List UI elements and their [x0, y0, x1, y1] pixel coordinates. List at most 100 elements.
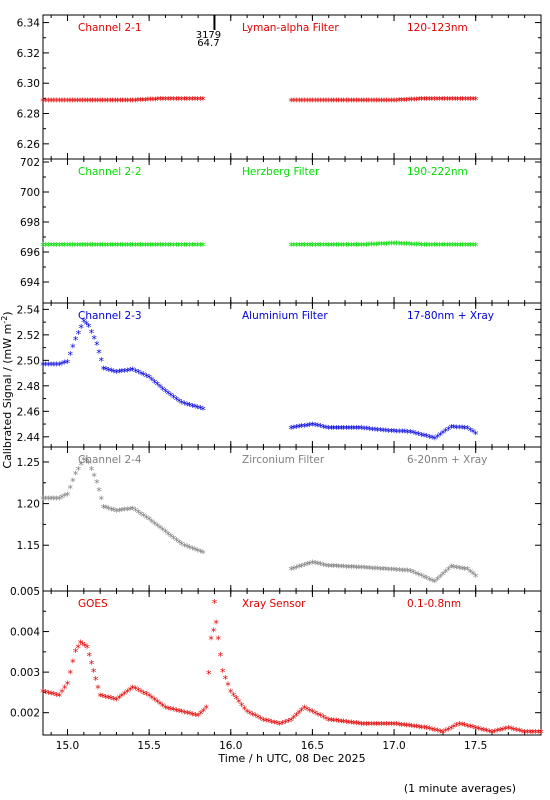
data-point: * — [75, 642, 81, 655]
data-point: * — [84, 456, 90, 469]
panel-5: 0.002 0.003 0.004 0.005 GOES Xray Sensor 0.1-0… — [10, 586, 544, 740]
data-point: * — [299, 705, 305, 718]
data-point: * — [103, 364, 109, 377]
data-point: * — [389, 239, 395, 252]
data-point: * — [339, 95, 345, 108]
data-point: * — [40, 493, 46, 506]
data-point: * — [97, 240, 103, 253]
data-point: * — [173, 94, 179, 107]
data-point: * — [427, 432, 433, 445]
data-point: * — [331, 95, 337, 108]
data-point: * — [336, 561, 342, 574]
data-point: * — [450, 240, 456, 253]
data-point: * — [73, 646, 79, 659]
data-point: * — [457, 563, 463, 576]
data-point: * — [391, 239, 397, 252]
data-point: * — [101, 363, 107, 376]
data-point: * — [195, 94, 201, 107]
data-point: * — [370, 424, 376, 437]
data-point: * — [54, 690, 60, 703]
data-point: * — [495, 726, 501, 739]
data-point: * — [437, 94, 443, 107]
data-point: * — [54, 359, 60, 372]
data-point: * — [440, 428, 446, 441]
data-point: * — [144, 512, 150, 525]
data-point: * — [451, 722, 457, 735]
data-point: * — [318, 559, 324, 572]
data-point: * — [361, 95, 367, 108]
data-point: * — [410, 428, 416, 441]
data-point: * — [376, 239, 382, 252]
data-point: * — [299, 561, 305, 574]
y-tick-label: 1.25 — [17, 457, 40, 469]
data-point: * — [435, 431, 441, 444]
data-point: * — [460, 94, 466, 107]
data-point: * — [165, 240, 171, 253]
data-point: * — [389, 565, 395, 578]
data-point: * — [366, 719, 372, 732]
data-point: * — [127, 504, 133, 517]
data-point: * — [394, 719, 400, 732]
data-point: * — [339, 562, 345, 575]
data-point: * — [141, 688, 147, 701]
data-point: * — [269, 717, 275, 730]
data-point: * — [51, 240, 57, 253]
data-point: * — [114, 695, 120, 708]
data-point: * — [465, 240, 471, 253]
data-point: * — [424, 573, 430, 586]
data-point: * — [328, 423, 334, 436]
data-point: * — [438, 572, 444, 585]
data-point: * — [399, 95, 405, 108]
data-point: * — [411, 239, 417, 252]
data-point: * — [336, 423, 342, 436]
channel-label: Channel 2-3 — [78, 310, 142, 322]
data-point: * — [158, 240, 164, 253]
data-point: * — [80, 95, 86, 108]
data-point: * — [361, 563, 367, 576]
data-point: * — [184, 541, 190, 554]
data-point: * — [125, 240, 131, 253]
data-point: * — [446, 424, 452, 437]
data-point: * — [470, 722, 476, 735]
data-point: * — [190, 94, 196, 107]
data-point: * — [181, 94, 187, 107]
data-point: * — [62, 358, 68, 371]
data-point: * — [336, 716, 342, 729]
data-point: * — [40, 240, 46, 253]
data-point: * — [62, 682, 68, 695]
data-point: * — [310, 558, 316, 571]
data-point: * — [48, 240, 54, 253]
data-point: * — [307, 705, 313, 718]
data-point: * — [115, 95, 121, 108]
data-point: * — [427, 724, 433, 737]
data-point: * — [179, 539, 185, 552]
data-point: * — [81, 316, 87, 329]
data-point: * — [168, 531, 174, 544]
data-point: * — [371, 95, 377, 108]
data-point: * — [57, 493, 63, 506]
data-point: * — [258, 713, 264, 726]
data-point: * — [299, 240, 305, 253]
data-point: * — [369, 719, 375, 732]
data-point: * — [465, 94, 471, 107]
data-point: * — [384, 95, 390, 108]
data-point: * — [443, 726, 449, 739]
data-point: * — [75, 240, 81, 253]
data-point: * — [473, 723, 479, 736]
data-point: * — [86, 458, 92, 471]
data-point: * — [242, 703, 248, 716]
data-point: * — [452, 240, 458, 253]
data-point: * — [334, 716, 340, 729]
data-point: * — [184, 94, 190, 107]
data-point: * — [440, 727, 446, 740]
y-tick-label: 1.15 — [17, 540, 40, 552]
data-point: * — [374, 719, 380, 732]
data-point: * — [414, 722, 420, 735]
data-point: * — [305, 95, 311, 108]
data-point: * — [508, 724, 514, 737]
data-point: * — [200, 404, 206, 417]
y-tick-label: 6.26 — [17, 139, 41, 151]
data-point: * — [168, 94, 174, 107]
data-point: * — [437, 240, 443, 253]
data-point: * — [294, 95, 300, 108]
